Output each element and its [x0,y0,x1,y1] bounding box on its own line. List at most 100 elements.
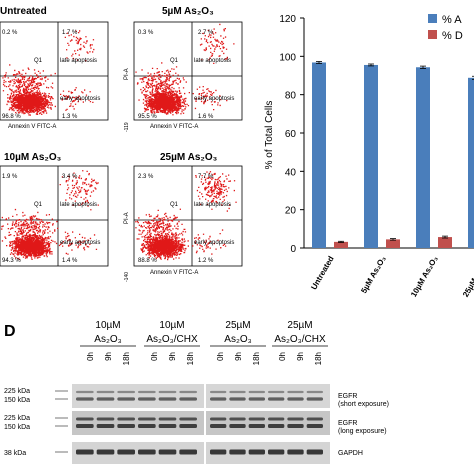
flow-x-axis-label: Annexin V FITC-A [150,270,198,276]
blot-band [210,390,227,394]
marker-label: 225 kDa [4,415,30,422]
bar [438,237,452,248]
lane-timepoint: 0h [216,352,225,361]
quadrant-ur-pct: 1.7 % [62,30,78,36]
blot-band [96,449,115,455]
bar [386,239,400,248]
quadrant-late-label: late apoptosis [194,202,231,208]
flow-events [1,170,99,261]
lane-timepoint: 18h [186,352,195,365]
quadrant-lr-pct: 1.4 % [62,258,78,264]
blot-strip [206,411,330,435]
quadrant-ul-pct: 0.2 % [2,30,18,36]
blot-band [76,397,94,401]
quadrant-late-label: late apoptosis [60,202,97,208]
blot-label-long-exposure: (long exposure) [338,428,387,435]
blot-strip [206,384,330,408]
blot-group-headers: 10µM As₂O₃ 0h 9h 18h 10µM As₂O₃/CHX 0h 9h 18h 25µM… [80,320,328,365]
lane-timepoint: 18h [252,352,261,365]
blot-group-label: 10µM [95,320,120,331]
blot-band [179,417,197,421]
quadrant-q1-label: Q1 [34,58,43,64]
flow-scatter [135,171,237,261]
flow-events [135,23,235,116]
quadrant-late-label: late apoptosis [194,58,231,64]
flow-events [135,171,237,261]
blot-band [138,390,156,394]
flow-panel-untreated: Untreated 0.2 % 1.7 % Q1 late apoptosis … [0,6,109,130]
blot-band [117,397,135,401]
quadrant-early-label: early apoptosis [194,96,234,102]
lane-timepoint: 0h [150,352,159,361]
flow-panel-5um: 5µM As₂O₃ PI-A 0.3 % 2.7 % Q1 late apopt… [124,6,243,132]
blot-band [158,390,177,394]
y-tick-label: 0 [290,244,296,255]
flow-panel-title: 10µM As₂O₃ [4,152,62,163]
bar [364,64,378,248]
flow-scatter [1,170,99,261]
quadrant-ul-pct: 1.9 % [2,174,18,180]
flow-y-axis-label: PI-A [124,212,130,224]
x-tick-label: 5µM As₂O₃ [359,254,388,295]
x-tick-label: Untreated [309,254,336,291]
blot-band [210,424,227,428]
flow-panel-title: Untreated [0,6,47,17]
blot-band [210,417,227,421]
blot-group-label: As₂O₃/CHX [146,334,198,345]
blot-band [138,449,156,455]
flow-x-axis-label: Annexin V FITC-A [150,124,198,130]
lane-timepoint: 0h [86,352,95,361]
blot-band [229,397,246,401]
blot-band [248,449,265,455]
blot-band [248,424,265,428]
blot-band [117,390,135,394]
quadrant-q1-label: Q1 [34,202,43,208]
quadrant-q1-label: Q1 [170,58,179,64]
blot-strip [72,411,204,435]
chart-y-axis-label: % of Total Cells [264,101,275,170]
blot-band [229,390,246,394]
blot-band [117,424,135,428]
blot-band [138,397,156,401]
quadrant-q1-label: Q1 [170,202,179,208]
chart-bars [312,61,474,248]
flow-x-axis-label: Annexin V FITC-A [8,124,56,130]
blot-band [268,449,285,455]
x-tick-label: 10µM As₂O₃ [409,254,440,298]
blot-band [210,449,227,455]
quadrant-ur-pct: 2.7 % [198,30,214,36]
blot-band [248,390,265,394]
blot-band [287,424,304,428]
y-tick-label: 80 [285,91,297,102]
blot-band [158,449,177,455]
quadrant-ul-pct: 2.3 % [138,174,154,180]
legend-label: % A [442,14,462,26]
blot-band [76,424,94,428]
blot-label-egfr-short: EGFR [338,393,357,400]
blot-band [76,390,94,394]
flow-neg-tick: -140 [124,272,130,282]
blot-label-gapdh: GAPDH [338,450,363,457]
blot-band [96,417,115,421]
blot-band [179,449,197,455]
blot-band [287,449,304,455]
lane-timepoint: 0h [278,352,287,361]
flow-panel-25um: 25µM As₂O₃ PI-A 2.3 % 7.7 % Q1 late apop… [124,152,243,282]
blot-band [229,449,246,455]
y-tick-label: 20 [285,206,297,217]
y-tick-label: 100 [279,52,296,63]
blot-band [287,417,304,421]
blot-band [179,424,197,428]
chart-y-ticks: 0 20 40 60 80 100 120 [279,14,304,255]
bar [416,67,430,248]
blot-band [179,390,197,394]
bar [468,77,474,248]
blot-label-egfr-long: EGFR [338,420,357,427]
quadrant-ll-pct: 95.5 % [138,114,157,120]
blot-band [210,397,227,401]
blot-band [287,390,304,394]
blot-band [229,417,246,421]
flow-panel-10um: 10µM As₂O₃ 1.9 % 3.4 % Q1 late apoptosis… [0,152,109,267]
blot-group-label: 10µM [159,320,184,331]
